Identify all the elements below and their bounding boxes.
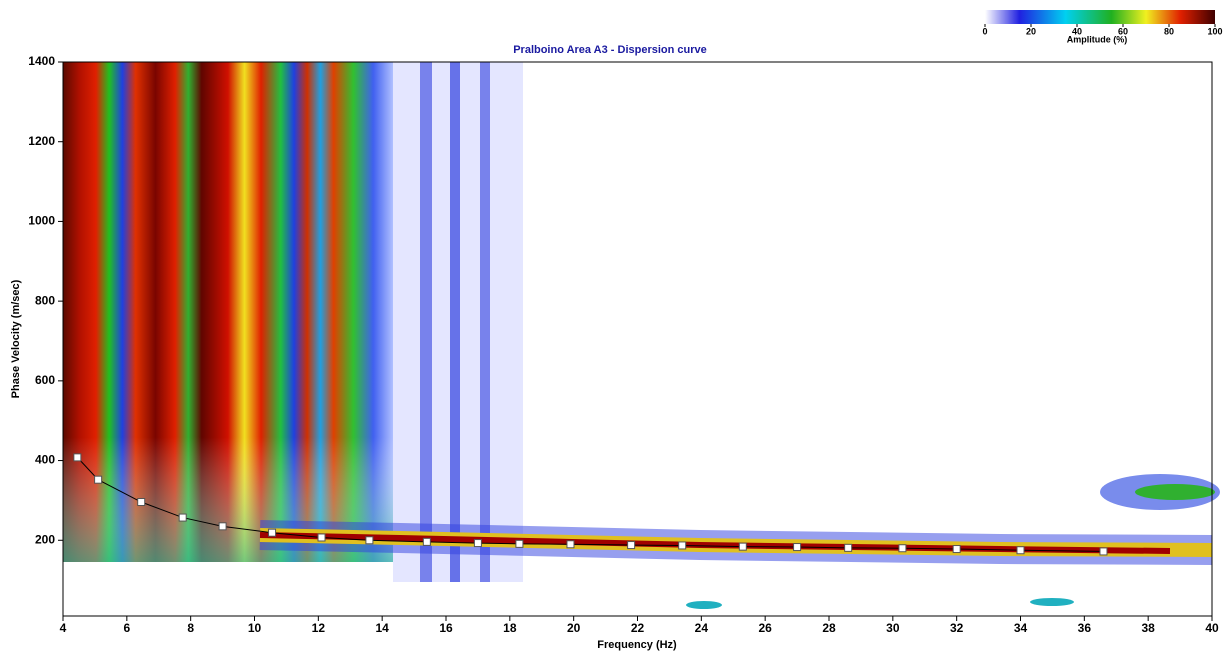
x-tick-label: 10 [248,621,262,635]
x-tick-label: 26 [758,621,772,635]
curve-point [94,475,103,484]
x-axis-label: Frequency (Hz) [597,639,677,651]
curve-point [317,533,326,542]
x-tick-label: 38 [1141,621,1155,635]
curve-point [73,453,82,462]
curve-point [422,537,431,546]
y-tick-label: 1400 [28,54,55,68]
x-tick-label: 24 [695,621,709,635]
curve-point [365,536,374,545]
amplitude-map [63,62,1220,609]
x-tick-label: 32 [950,621,964,635]
colorbar-tick-label: 0 [982,26,987,36]
x-tick-label: 36 [1078,621,1092,635]
curve-point [1099,547,1108,556]
x-tick-label: 18 [503,621,517,635]
curve-point [793,543,802,552]
y-axis-label: Phase Velocity (m/sec) [10,279,22,398]
x-tick-label: 16 [439,621,453,635]
y-tick-label: 400 [35,453,55,467]
x-tick-label: 22 [631,621,645,635]
curve-point [678,541,687,550]
curve-point [566,540,575,549]
x-tick-label: 20 [567,621,581,635]
curve-point [178,513,187,522]
x-tick-label: 34 [1014,621,1028,635]
x-tick-label: 8 [187,621,194,635]
curve-point [952,545,961,554]
curve-point [218,522,227,531]
y-tick-label: 600 [35,373,55,387]
x-tick-label: 30 [886,621,900,635]
x-tick-label: 40 [1205,621,1219,635]
y-tick-label: 1000 [28,214,55,228]
y-tick-label: 800 [35,293,55,307]
x-tick-label: 4 [60,621,67,635]
curve-point [738,542,747,551]
curve-point [473,539,482,548]
x-tick-label: 12 [312,621,326,635]
curve-point [137,498,146,507]
y-tick-label: 200 [35,532,55,546]
colorbar-tick-label: 40 [1072,26,1082,36]
x-tick-label: 6 [123,621,130,635]
colorbar-tick-label: 100 [1207,26,1222,36]
colorbar [985,10,1215,24]
x-tick-label: 28 [822,621,836,635]
y-tick-label: 1200 [28,134,55,148]
curve-point [515,539,524,548]
x-tick-label: 14 [375,621,389,635]
curve-point [1016,546,1025,555]
curve-point [898,544,907,553]
colorbar-tick-label: 60 [1118,26,1128,36]
chart-title: Pralboino Area A3 - Dispersion curve [513,44,707,56]
curve-point [268,528,277,537]
colorbar-tick-label: 80 [1164,26,1174,36]
colorbar-label: Amplitude (%) [1067,34,1128,44]
curve-point [844,543,853,552]
colorbar-tick-label: 20 [1026,26,1036,36]
curve-point [627,541,636,550]
